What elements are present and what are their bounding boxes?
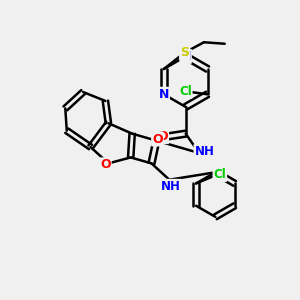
Text: O: O (152, 133, 163, 146)
Text: O: O (100, 158, 111, 171)
Text: N: N (159, 88, 169, 101)
Text: Cl: Cl (179, 85, 192, 98)
Text: NH: NH (194, 145, 214, 158)
Text: N: N (181, 50, 191, 63)
Text: Cl: Cl (214, 168, 226, 181)
Text: NH: NH (161, 180, 181, 193)
Text: O: O (158, 130, 168, 143)
Text: S: S (180, 46, 189, 59)
